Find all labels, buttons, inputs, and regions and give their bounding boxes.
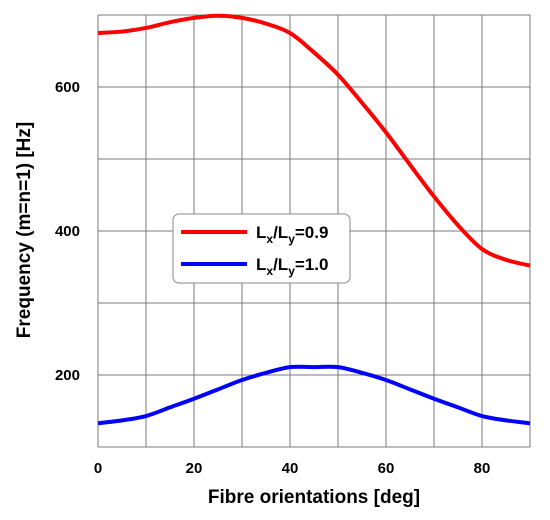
x-tick-label: 20 xyxy=(186,460,203,477)
legend-label-1: Lx/Ly=1.0 xyxy=(256,255,328,278)
series-line-0 xyxy=(97,13,531,268)
legend: Lx/Ly=0.9 Lx/Ly=1.0 xyxy=(172,213,351,284)
y-tick-label: 200 xyxy=(55,367,80,384)
x-tick-label: 80 xyxy=(474,460,491,477)
series-line-1 xyxy=(97,364,531,426)
y-axis-title: Frequency (m=n=1) [Hz] xyxy=(14,122,35,338)
x-tick-label: 40 xyxy=(282,460,299,477)
x-axis-ticks: 0 20 40 60 80 xyxy=(94,460,491,477)
series-lines xyxy=(97,13,531,426)
y-tick-label: 400 xyxy=(55,223,80,240)
x-tick-label: 60 xyxy=(378,460,395,477)
y-tick-label: 600 xyxy=(55,79,80,96)
legend-label-0: Lx/Ly=0.9 xyxy=(256,223,328,246)
x-tick-label: 0 xyxy=(94,460,102,477)
y-axis-ticks: 200 400 600 xyxy=(55,79,80,384)
x-axis-title: Fibre orientations [deg] xyxy=(208,487,420,508)
